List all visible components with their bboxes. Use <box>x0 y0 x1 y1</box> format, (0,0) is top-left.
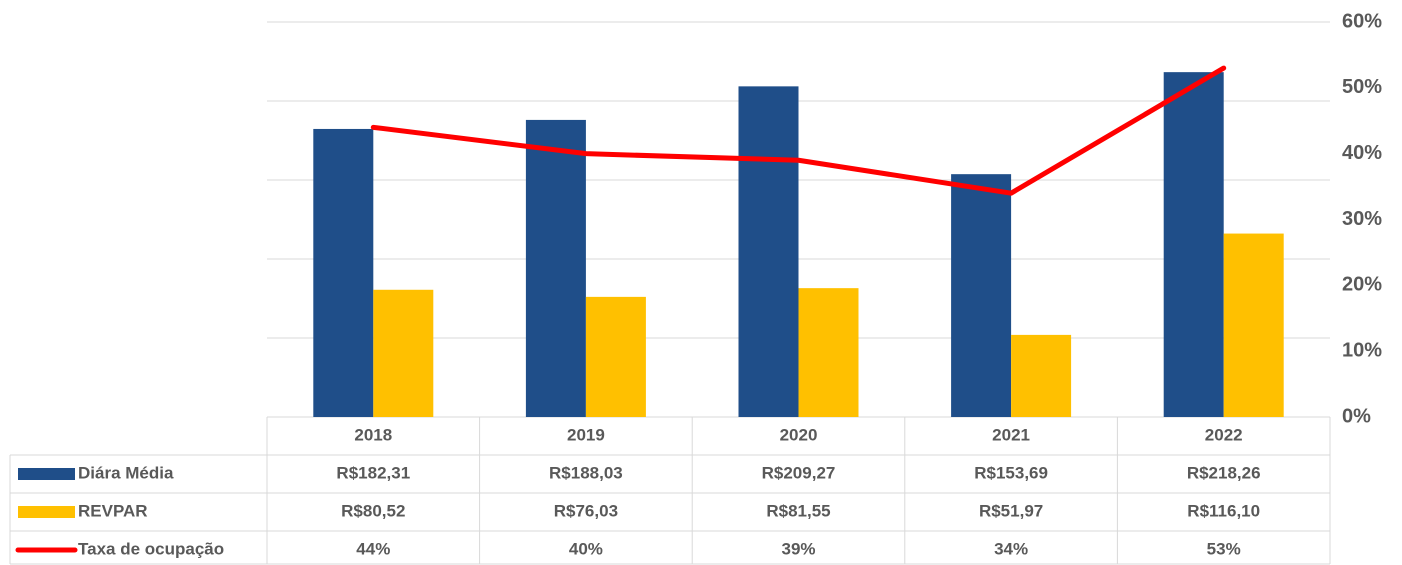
y2-tick-label: 60% <box>1342 10 1382 32</box>
data-label: R$81,55 <box>766 501 830 520</box>
bar <box>525 119 586 417</box>
y2-tick-label: 50% <box>1342 76 1382 98</box>
bar <box>585 296 646 417</box>
data-label: 40% <box>569 539 603 558</box>
data-label: 44% <box>356 539 390 558</box>
y2-tick-label: 0% <box>1342 405 1371 427</box>
y2-tick-label: 10% <box>1342 339 1382 361</box>
data-label: R$51,97 <box>979 501 1043 520</box>
data-label: R$153,69 <box>974 463 1048 482</box>
bar <box>1163 72 1224 417</box>
data-label: R$209,27 <box>762 463 836 482</box>
data-label: 39% <box>781 539 815 558</box>
data-label: 34% <box>994 539 1028 558</box>
x-tick-label: 2018 <box>354 425 392 444</box>
bar <box>951 174 1012 417</box>
legend-key <box>18 468 75 480</box>
x-tick-label: 2022 <box>1205 425 1243 444</box>
data-label: R$188,03 <box>549 463 623 482</box>
legend-label: Taxa de ocupação <box>78 539 224 558</box>
data-label: 53% <box>1207 539 1241 558</box>
x-tick-label: 2021 <box>992 425 1030 444</box>
y2-tick-label: 40% <box>1342 142 1382 164</box>
legend-label: REVPAR <box>78 501 148 520</box>
bar <box>1223 233 1284 417</box>
data-label: R$182,31 <box>336 463 410 482</box>
bar <box>373 289 434 417</box>
data-label: R$218,26 <box>1187 463 1261 482</box>
bar <box>798 288 859 417</box>
bar <box>313 128 374 417</box>
y2-tick-label: 30% <box>1342 208 1382 230</box>
data-label: R$76,03 <box>554 501 618 520</box>
data-label: R$80,52 <box>341 501 405 520</box>
data-label: R$116,10 <box>1187 501 1260 520</box>
bar <box>738 86 799 418</box>
line <box>370 65 1227 196</box>
x-tick-label: 2020 <box>780 425 818 444</box>
legend-key <box>18 506 75 518</box>
y2-tick-label: 20% <box>1342 274 1382 296</box>
bar <box>1011 334 1072 417</box>
legend-label: Diára Média <box>78 463 174 482</box>
x-tick-label: 2019 <box>567 425 605 444</box>
